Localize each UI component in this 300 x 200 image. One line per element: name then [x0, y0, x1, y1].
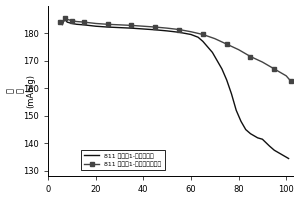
Line: 811 试验例1-锅锡氧化锡包覆: 811 试验例1-锅锡氧化锡包覆 — [58, 16, 293, 83]
811 试验例1-锅锡氧化锡包覆 — [70, 20, 74, 22]
811 对比例1-氧化锡包覆 — [106, 26, 110, 28]
811 对比例1-氧化锡包覆 — [211, 51, 214, 54]
811 试验例1-锅锡氧化锡包覆 — [272, 68, 276, 70]
811 试验例1-锅锡氧化锡包覆 — [130, 24, 133, 27]
811 对比例1-氧化锡包覆 — [70, 22, 74, 25]
811 试验例1-锅锡氧化锡包覆 — [289, 80, 293, 83]
811 对比例1-氧化锡包覆 — [256, 137, 260, 139]
Line: 811 对比例1-氧化锡包覆: 811 对比例1-氧化锡包覆 — [60, 19, 289, 159]
811 试验例1-锅锡氧化锡包覆 — [94, 22, 98, 25]
811 试验例1-锅锡氧化锡包覆 — [61, 24, 64, 26]
811 对比例1-氧化锡包覆 — [65, 21, 69, 23]
811 对比例1-氧化锡包覆 — [272, 149, 276, 151]
811 对比例1-氧化锡包覆 — [63, 18, 67, 21]
811 试验例1-锅锡氧化锡包覆 — [225, 43, 229, 45]
Legend: 811 对比例1-氧化锡包覆, 811 试验例1-锅锡氧化锡包覆: 811 对比例1-氧化锡包覆, 811 试验例1-锅锡氧化锡包覆 — [81, 150, 165, 170]
811 对比例1-氧化锡包覆 — [201, 40, 205, 43]
811 对比例1-氧化锡包覆 — [130, 27, 133, 29]
811 试验例1-锅锡氧化锡包覆 — [249, 55, 252, 58]
811 对比例1-氧化锡包覆 — [118, 26, 122, 29]
811 对比例1-氧化锡包覆 — [196, 36, 200, 38]
811 对比例1-氧化锡包覆 — [154, 29, 157, 31]
811 对比例1-氧化锡包覆 — [225, 79, 229, 81]
811 试验例1-锅锡氧化锡包覆 — [58, 21, 62, 23]
811 试验例1-锅锡氧化锡包覆 — [284, 75, 288, 77]
811 试验例1-锅锡氧化锡包覆 — [165, 27, 169, 29]
811 对比例1-氧化锡包覆 — [206, 46, 209, 48]
811 试验例1-锅锡氧化锡包覆 — [213, 37, 217, 40]
811 对比例1-氧化锡包覆 — [177, 31, 181, 33]
811 对比例1-氧化锡包覆 — [261, 138, 264, 140]
811 对比例1-氧化锡包覆 — [142, 28, 145, 30]
811 对比例1-氧化锡包覆 — [287, 157, 290, 160]
811 试验例1-锅锡氧化锡包覆 — [201, 33, 205, 36]
811 试验例1-锅锡氧化锡包覆 — [142, 25, 145, 27]
811 对比例1-氧化锡包覆 — [58, 20, 62, 22]
811 对比例1-氧化锡包覆 — [277, 152, 281, 154]
811 对比例1-氧化锡包覆 — [282, 155, 286, 157]
811 对比例1-氧化锡包覆 — [165, 30, 169, 32]
811 试验例1-锅锡氧化锡包覆 — [75, 20, 79, 23]
811 试验例1-锅锡氧化锡包覆 — [189, 31, 193, 33]
811 试验例1-锅锡氧化锡包覆 — [63, 17, 67, 19]
811 对比例1-氧化锡包覆 — [75, 23, 79, 25]
811 试验例1-锅锡氧化锡包覆 — [118, 24, 122, 26]
Y-axis label: 量
容
(mAh/g): 量 容 (mAh/g) — [6, 74, 35, 108]
811 对比例1-氧化锡包覆 — [94, 25, 98, 27]
811 试验例1-锅锡氧化锡包覆 — [154, 26, 157, 28]
811 试验例1-锅锡氧化锡包覆 — [237, 48, 240, 51]
811 对比例1-氧化锡包覆 — [215, 59, 219, 62]
811 试验例1-锅锡氧化锡包覆 — [106, 23, 110, 25]
811 对比例1-氧化锡包覆 — [189, 33, 193, 36]
811 对比例1-氧化锡包覆 — [244, 128, 247, 131]
811 试验例1-锅锡氧化锡包覆 — [82, 21, 85, 23]
811 对比例1-氧化锡包覆 — [249, 133, 252, 135]
811 试验例1-锅锡氧化锡包覆 — [261, 61, 264, 63]
811 试验例1-锅锡氧化锡包覆 — [65, 18, 69, 21]
811 对比例1-氧化锡包覆 — [234, 109, 238, 111]
811 对比例1-氧化锡包覆 — [220, 68, 224, 70]
811 对比例1-氧化锡包覆 — [239, 120, 243, 123]
811 对比例1-氧化锡包覆 — [61, 22, 64, 25]
811 对比例1-氧化锡包覆 — [82, 24, 85, 26]
811 对比例1-氧化锡包覆 — [268, 145, 271, 147]
811 试验例1-锅锡氧化锡包覆 — [177, 28, 181, 31]
811 对比例1-氧化锡包覆 — [230, 93, 233, 95]
